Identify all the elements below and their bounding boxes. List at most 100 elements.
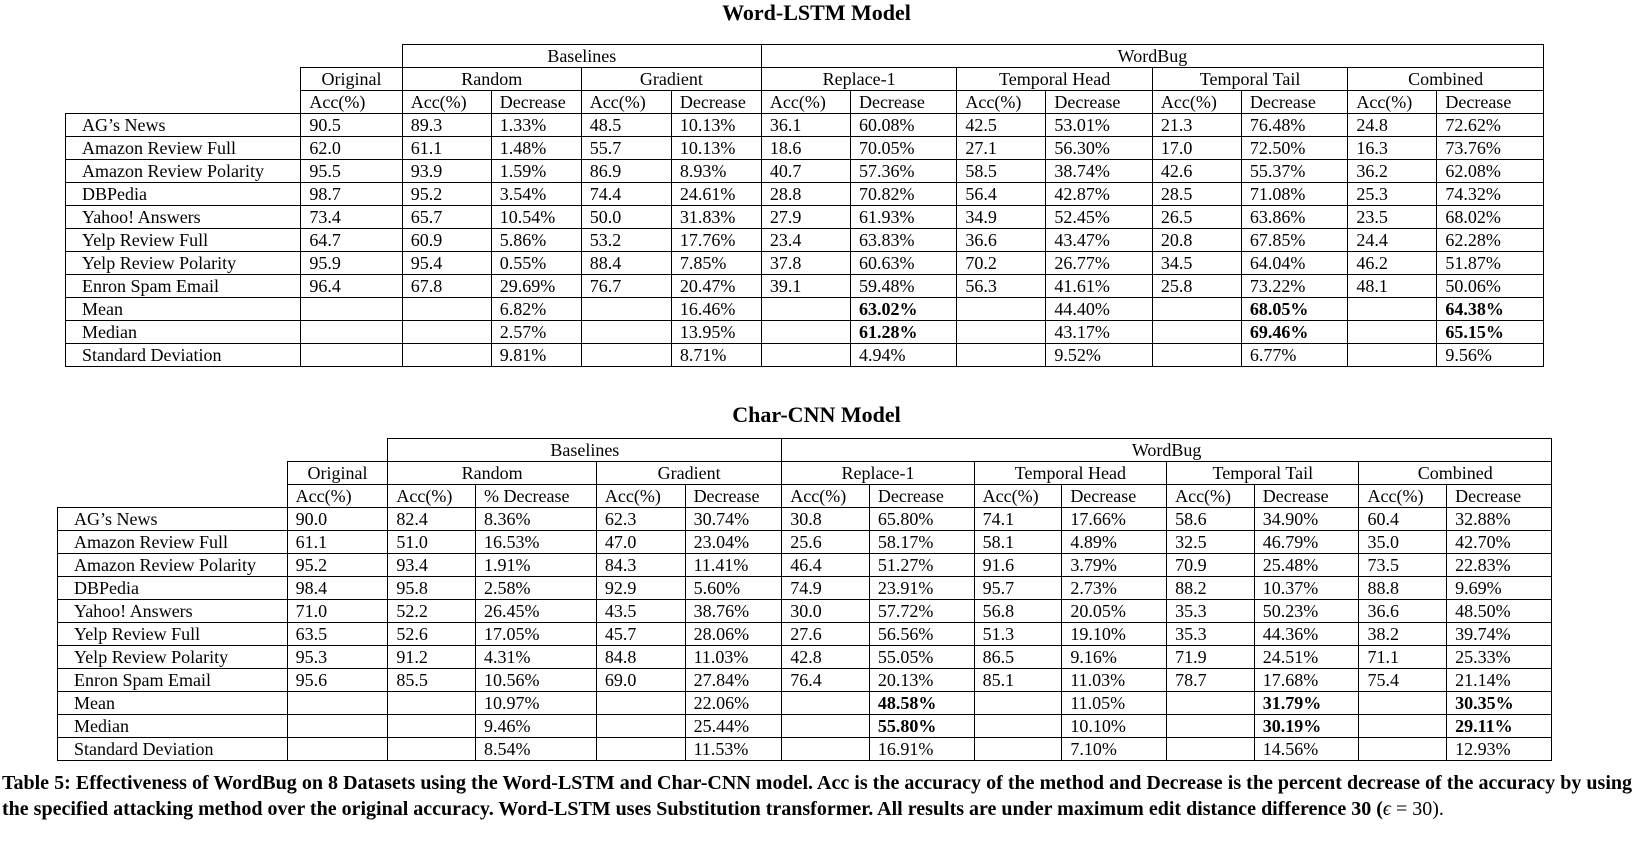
- table-cell: [580, 343, 672, 367]
- table-cell: 63.86%: [1240, 205, 1349, 229]
- table-cell: 51.87%: [1436, 251, 1544, 275]
- table-cell: 50.23%: [1253, 599, 1360, 623]
- table-cell: 65.7: [401, 205, 492, 229]
- table-cell: 13.95%: [670, 320, 762, 344]
- group-header-wordbug: WordBug: [781, 438, 1552, 462]
- table-cell: 24.51%: [1253, 645, 1360, 669]
- table-cell: [401, 343, 492, 367]
- table-cell: 10.37%: [1253, 576, 1360, 600]
- sub-header: Decrease: [1436, 90, 1544, 114]
- table-cell: 7.10%: [1061, 737, 1168, 761]
- table-cell: 55.05%: [868, 645, 975, 669]
- row-label: Median: [64, 320, 302, 344]
- table-cell: 56.30%: [1045, 136, 1153, 160]
- table-cell: 8.71%: [670, 343, 762, 367]
- sub-header-row: Acc(%) Acc(%)% Decrease Acc(%) Decrease Acc(…: [58, 484, 1552, 508]
- table-cell: 76.48%: [1240, 113, 1349, 137]
- method-header: Temporal Tail: [1151, 67, 1349, 91]
- sub-header: Acc(%): [387, 484, 477, 508]
- row-label: Standard Deviation: [57, 737, 288, 761]
- table-cell: 74.1: [973, 507, 1063, 531]
- table-cell: 52.2: [387, 599, 477, 623]
- table-cell: 10.13%: [670, 113, 762, 137]
- table-cell: 23.04%: [684, 530, 783, 554]
- sub-header: Acc(%): [300, 90, 403, 114]
- method-header: Random: [401, 67, 582, 91]
- sub-header: Decrease: [849, 90, 958, 114]
- table-cell: 46.2: [1347, 251, 1438, 275]
- table-cell: 44.36%: [1253, 622, 1360, 646]
- blank-cell: [301, 45, 402, 68]
- blank-cell: [58, 462, 288, 485]
- sub-header: % Decrease: [475, 484, 597, 508]
- row-label: Amazon Review Polarity: [57, 553, 288, 577]
- table-cell: 27.1: [956, 136, 1047, 160]
- table-cell: 25.48%: [1253, 553, 1360, 577]
- table-cell: 98.7: [300, 182, 403, 206]
- table-cell: 73.76%: [1436, 136, 1544, 160]
- table-cell: 70.9: [1166, 553, 1255, 577]
- table-cell: 32.88%: [1446, 507, 1552, 531]
- table-cell: 17.76%: [670, 228, 762, 252]
- table-cell: 73.4: [300, 205, 403, 229]
- table-cell: 26.5: [1151, 205, 1242, 229]
- table-cell: 25.33%: [1446, 645, 1552, 669]
- table-cell: 69.0: [595, 668, 686, 692]
- table-cell: 38.2: [1358, 622, 1448, 646]
- table-row: Standard Deviation 9.81% 8.71% 4.94% 9.52% 6.…: [64, 343, 1544, 367]
- table-cell: 58.1: [973, 530, 1063, 554]
- table-cell: 24.8: [1347, 113, 1438, 137]
- table-cell: 88.2: [1166, 576, 1255, 600]
- table-cell: [387, 737, 477, 761]
- table-cell: [973, 714, 1063, 738]
- table-cell: 71.08%: [1240, 182, 1349, 206]
- blank-cell: [58, 439, 288, 462]
- table-cell: 28.8: [760, 182, 851, 206]
- table-cell: 1.33%: [490, 113, 582, 137]
- table-cell: 2.58%: [475, 576, 597, 600]
- table-cell: [973, 737, 1063, 761]
- table-cell: 17.0: [1151, 136, 1242, 160]
- row-label: Enron Spam Email: [57, 668, 288, 692]
- table-cell: 22.83%: [1446, 553, 1552, 577]
- sub-header: Decrease: [1240, 90, 1349, 114]
- sub-header: Acc(%): [595, 484, 686, 508]
- table-cell: 23.91%: [868, 576, 975, 600]
- table-cell: [760, 297, 851, 321]
- table-cell: 6.82%: [490, 297, 582, 321]
- table-cell: 91.6: [973, 553, 1063, 577]
- table-cell: 71.0: [286, 599, 389, 623]
- table-row: Yelp Review Polarity 95.3 91.2 4.31% 84.8 11.…: [57, 645, 1552, 669]
- caption-epsilon: ϵ: [1382, 798, 1391, 820]
- table-cell: 88.8: [1358, 576, 1448, 600]
- table-row: AG’s News 90.5 89.3 1.33% 48.5 10.13% 36.1 60.0…: [64, 113, 1544, 137]
- table-cell: 58.17%: [868, 530, 975, 554]
- table-cell: 20.47%: [670, 274, 762, 298]
- table-row: Mean 10.97% 22.06% 48.58% 11.05% 31.79% 30.35%: [57, 691, 1552, 715]
- row-label: Yelp Review Polarity: [57, 645, 288, 669]
- table-cell: [1347, 297, 1438, 321]
- table-cell: 89.3: [401, 113, 492, 137]
- table-cell: 63.5: [286, 622, 389, 646]
- caption-close: ).: [1432, 798, 1444, 820]
- table-cell: 48.50%: [1446, 599, 1552, 623]
- table-cell: 43.17%: [1045, 320, 1153, 344]
- table-cell: 2.73%: [1061, 576, 1168, 600]
- method-header: Gradient: [580, 67, 762, 91]
- table-cell: 95.5: [300, 159, 403, 183]
- table-cell: 56.56%: [868, 622, 975, 646]
- table-cell: [401, 320, 492, 344]
- table-cell: 62.08%: [1436, 159, 1544, 183]
- table-cell: 67.8: [401, 274, 492, 298]
- table-cell: 42.5: [956, 113, 1047, 137]
- table-cell: 59.48%: [849, 274, 958, 298]
- table-cell: 57.36%: [849, 159, 958, 183]
- table-row: Enron Spam Email 96.4 67.8 29.69% 76.7 20.47%…: [64, 274, 1544, 298]
- table-cell: 25.8: [1151, 274, 1242, 298]
- table-cell: 26.77%: [1045, 251, 1153, 275]
- table-cell: 72.50%: [1240, 136, 1349, 160]
- table-cell: 17.66%: [1061, 507, 1168, 531]
- table-cell: 56.3: [956, 274, 1047, 298]
- row-label: Yelp Review Full: [64, 228, 302, 252]
- method-header-row: Original Random Gradient Replace-1 Temporal …: [58, 461, 1552, 485]
